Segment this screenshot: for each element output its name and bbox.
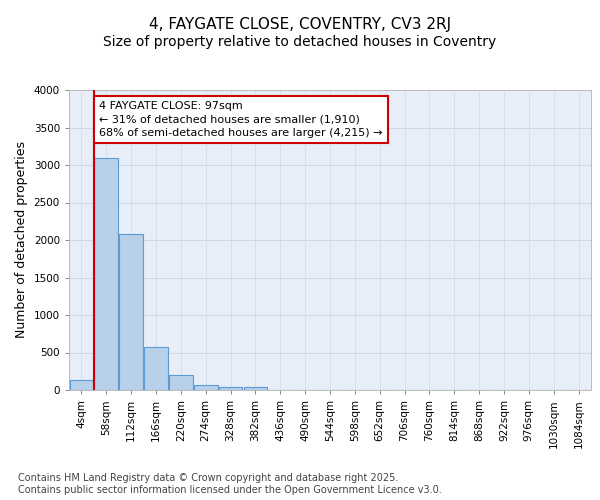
Bar bbox=[119, 234, 143, 390]
Bar bbox=[169, 375, 193, 390]
Bar bbox=[94, 158, 118, 390]
Text: Contains HM Land Registry data © Crown copyright and database right 2025.
Contai: Contains HM Land Registry data © Crown c… bbox=[18, 474, 442, 495]
Text: 4 FAYGATE CLOSE: 97sqm
← 31% of detached houses are smaller (1,910)
68% of semi-: 4 FAYGATE CLOSE: 97sqm ← 31% of detached… bbox=[100, 101, 383, 138]
Text: 4, FAYGATE CLOSE, COVENTRY, CV3 2RJ: 4, FAYGATE CLOSE, COVENTRY, CV3 2RJ bbox=[149, 18, 451, 32]
Bar bbox=[244, 388, 267, 390]
Bar bbox=[144, 347, 168, 390]
Y-axis label: Number of detached properties: Number of detached properties bbox=[15, 142, 28, 338]
Bar bbox=[219, 386, 242, 390]
Bar bbox=[194, 385, 218, 390]
Text: Size of property relative to detached houses in Coventry: Size of property relative to detached ho… bbox=[103, 35, 497, 49]
Bar bbox=[70, 380, 93, 390]
